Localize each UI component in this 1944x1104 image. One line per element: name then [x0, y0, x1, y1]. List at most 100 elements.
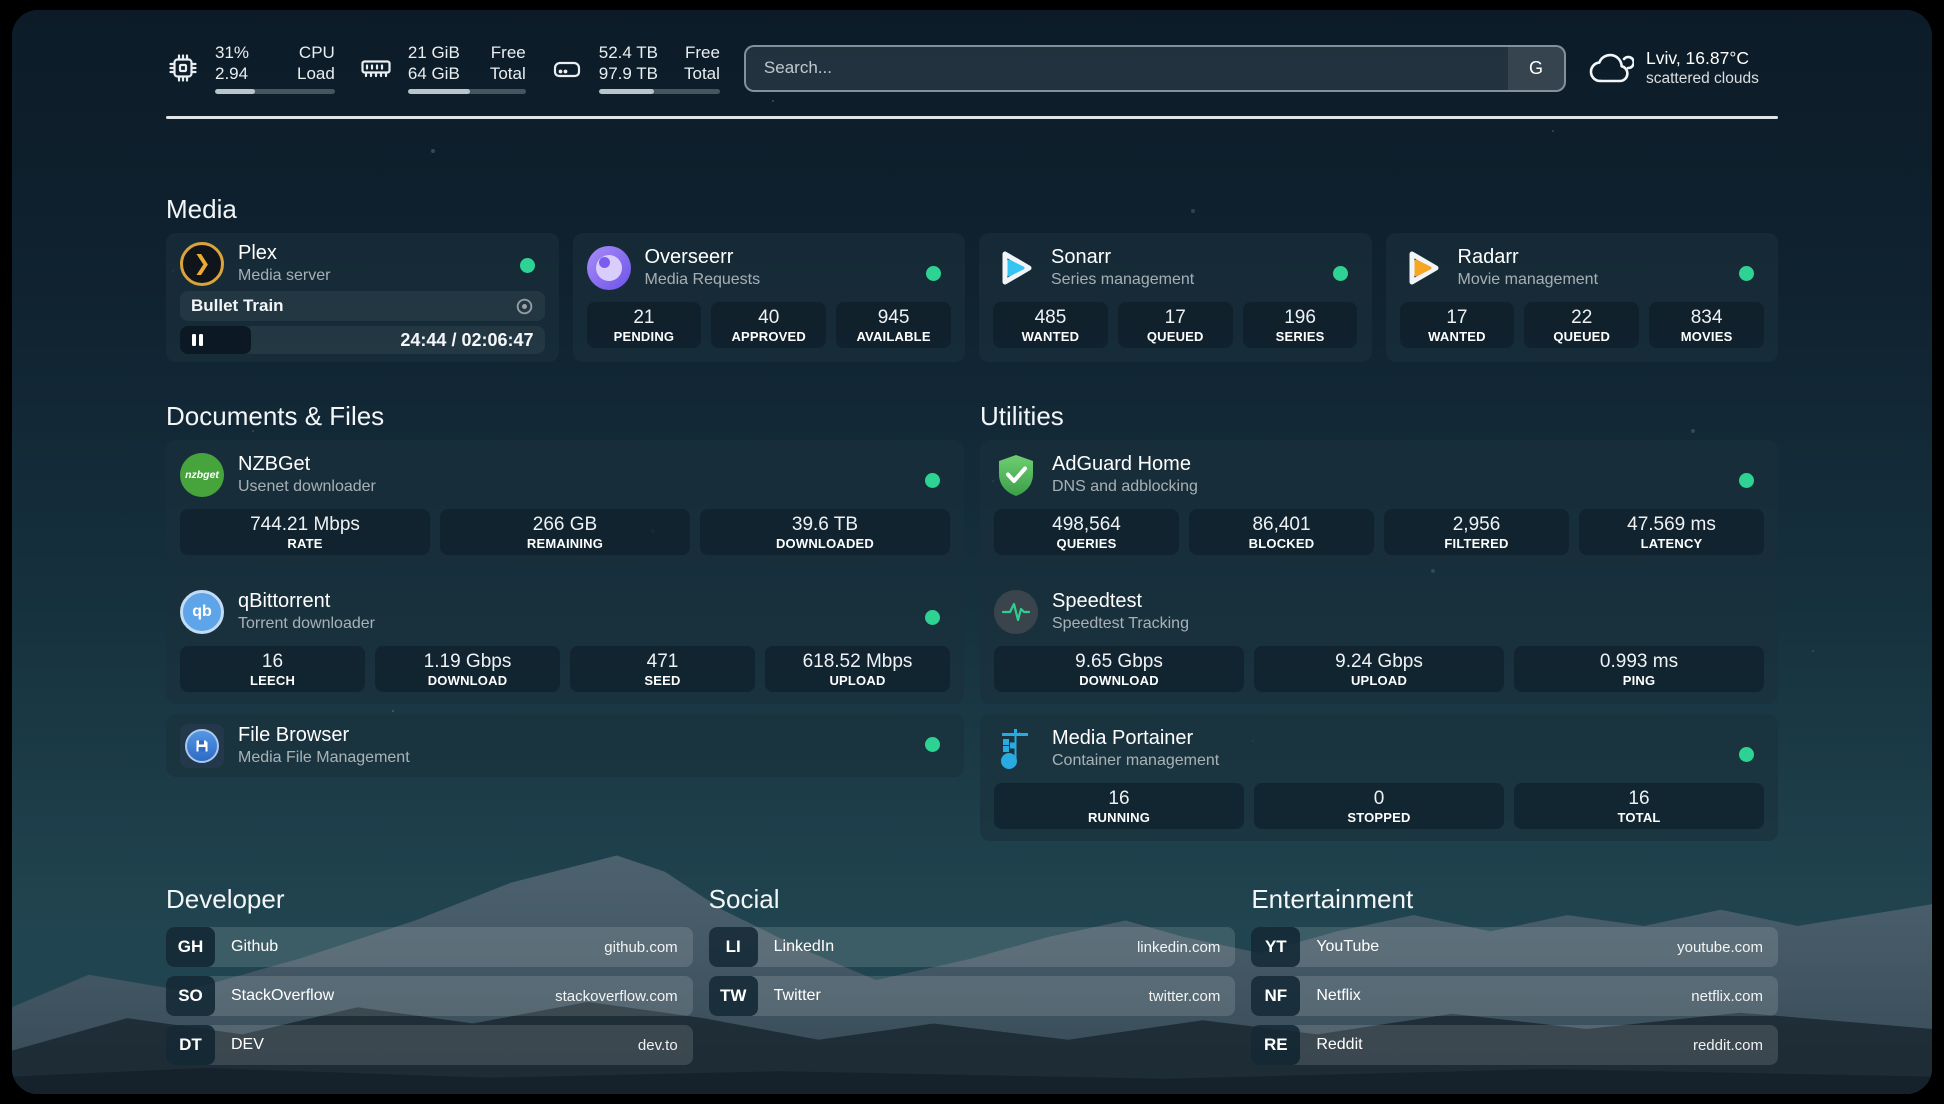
service-description: Media Requests	[644, 271, 761, 288]
memory-progress-track	[407, 89, 526, 94]
speedtest-card[interactable]: Speedtest Speedtest Tracking 9.65 Gbps D…	[980, 577, 1778, 704]
cpu-label-bottom: Load	[297, 64, 335, 83]
stat-label: QUERIES	[1056, 535, 1117, 551]
stat-value: 21	[633, 306, 655, 328]
now-playing-row: Bullet Train	[180, 291, 545, 321]
stat-box: 498,564 QUERIES	[994, 509, 1179, 555]
status-dot	[1332, 266, 1348, 281]
resource-widgets: 31% 2.94 CPU Load	[166, 42, 720, 94]
stat-value: 9.24 Gbps	[1335, 650, 1423, 672]
stat-box: 47.569 ms LATENCY	[1579, 509, 1764, 555]
stat-box: 618.52 Mbps UPLOAD	[765, 646, 950, 692]
stat-value: 834	[1690, 306, 1723, 328]
cpu-progress-track	[215, 89, 335, 94]
stat-box: 9.65 Gbps DOWNLOAD	[994, 646, 1244, 692]
stat-label: QUEUED	[1553, 328, 1611, 344]
portainer-icon	[1001, 728, 1028, 769]
stat-value: 485	[1034, 306, 1067, 328]
search-input[interactable]	[743, 44, 1566, 92]
qbittorrent-icon: qb	[180, 589, 224, 634]
adguard-card[interactable]: AdGuard Home DNS and adblocking 498,564 …	[980, 440, 1778, 567]
stat-box: 21 PENDING	[586, 302, 702, 348]
disk-label-bottom: Total	[683, 64, 720, 83]
cpu-progress-fill	[215, 89, 255, 94]
disk-label-top: Free	[684, 43, 720, 62]
service-description: Series management	[1051, 271, 1195, 288]
documents-column: Documents & Files nzbget NZBGet Usenet d…	[166, 400, 964, 841]
radarr-card[interactable]: Radarr Movie management 17 WANTED 22 QUE…	[1385, 233, 1778, 362]
memory-widget: 21 GiB 64 GiB Free Total	[359, 42, 526, 94]
stat-label: TOTAL	[1617, 809, 1661, 825]
search-bar: G	[743, 44, 1566, 92]
ram-icon	[361, 60, 391, 78]
stat-box: 16 RUNNING	[994, 783, 1244, 829]
status-dot	[926, 266, 941, 281]
section-title-social: Social	[708, 884, 780, 914]
stat-label: RATE	[287, 535, 323, 551]
weather-condition: scattered clouds	[1646, 70, 1759, 87]
bookmarks-social: Social LI LinkedIn linkedin.com TW Twitt…	[708, 883, 1236, 1065]
service-description: Movie management	[1457, 271, 1599, 288]
stat-box: 1.19 Gbps DOWNLOAD	[375, 646, 560, 692]
disk-free: 52.4 TB	[598, 43, 658, 62]
stat-value: 86,401	[1252, 513, 1311, 535]
bookmark-youtube[interactable]: YT YouTube youtube.com	[1251, 927, 1778, 967]
bookmark-abbr: SO	[166, 976, 215, 1016]
stat-box: 40 APPROVED	[711, 302, 827, 348]
stat-box: 17 WANTED	[1399, 302, 1515, 348]
pause-icon[interactable]	[191, 333, 204, 347]
service-description: Container management	[1052, 752, 1220, 769]
portainer-card[interactable]: Media Portainer Container management 16 …	[980, 714, 1778, 841]
stat-label: UPLOAD	[1350, 672, 1408, 688]
cpu-widget: 31% 2.94 CPU Load	[166, 42, 335, 94]
bookmark-reddit[interactable]: RE Reddit reddit.com	[1251, 1025, 1778, 1065]
cpu-load-avg: 2.94	[215, 64, 249, 83]
stat-value: 16	[1628, 787, 1650, 809]
stat-value: 16	[261, 650, 284, 672]
bookmark-url: netflix.com	[1691, 987, 1763, 1005]
bookmarks-developer: Developer GH Github github.com SO StackO…	[166, 883, 693, 1065]
bookmark-netflix[interactable]: NF Netflix netflix.com	[1251, 976, 1778, 1016]
stat-box: 485 WANTED	[993, 302, 1108, 348]
bookmark-dev[interactable]: DT DEV dev.to	[166, 1025, 693, 1065]
section-title-documents: Documents & Files	[166, 401, 385, 431]
bookmark-twitter[interactable]: TW Twitter twitter.com	[708, 976, 1236, 1016]
nzbget-card[interactable]: nzbget NZBGet Usenet downloader 744.21 M…	[166, 440, 964, 567]
status-dot	[1739, 266, 1754, 281]
stat-label: APPROVED	[731, 328, 807, 344]
section-title-media: Media	[166, 194, 237, 224]
search-provider-button[interactable]: G	[1508, 46, 1564, 90]
stat-box: 22 QUEUED	[1524, 302, 1640, 348]
bookmark-abbr: LI	[708, 927, 758, 967]
stat-value: 17	[1164, 306, 1186, 328]
stat-label: BLOCKED	[1248, 535, 1315, 551]
sonarr-card[interactable]: Sonarr Series management 485 WANTED 17 Q…	[979, 233, 1372, 362]
filebrowser-card[interactable]: File Browser Media File Management	[166, 714, 964, 777]
stat-label: RUNNING	[1087, 809, 1151, 825]
header-divider	[166, 116, 1778, 119]
stat-value: 618.52 Mbps	[802, 650, 913, 672]
stat-label: PING	[1622, 672, 1656, 688]
bookmark-stackoverflow[interactable]: SO StackOverflow stackoverflow.com	[166, 976, 693, 1016]
disk-progress-track	[598, 89, 720, 94]
snow-specks	[12, 10, 14, 12]
stat-box: 0 STOPPED	[1254, 783, 1504, 829]
disk-total: 97.9 TB	[598, 64, 658, 83]
service-description: Speedtest Tracking	[1052, 615, 1189, 632]
cpu-label-top: CPU	[298, 43, 335, 62]
bookmark-github[interactable]: GH Github github.com	[166, 927, 693, 967]
bookmark-name: Netflix	[1316, 987, 1361, 1004]
stat-label: PENDING	[613, 328, 675, 344]
status-dot	[925, 737, 940, 752]
memory-total: 64 GiB	[407, 64, 460, 83]
bookmark-abbr: RE	[1251, 1025, 1301, 1065]
section-title-entertainment: Entertainment	[1251, 884, 1414, 914]
status-dot	[925, 473, 940, 488]
stat-value: 22	[1571, 306, 1593, 328]
plex-card[interactable]: ❯ Plex Media server Bullet Train	[166, 233, 559, 362]
qbittorrent-card[interactable]: qb qBittorrent Torrent downloader 16 LEE…	[166, 577, 964, 704]
stat-box: 834 MOVIES	[1649, 302, 1764, 348]
bookmark-linkedin[interactable]: LI LinkedIn linkedin.com	[708, 927, 1236, 967]
bookmark-abbr: GH	[166, 927, 215, 967]
overseerr-card[interactable]: Overseerr Media Requests 21 PENDING 40 A…	[572, 233, 965, 362]
